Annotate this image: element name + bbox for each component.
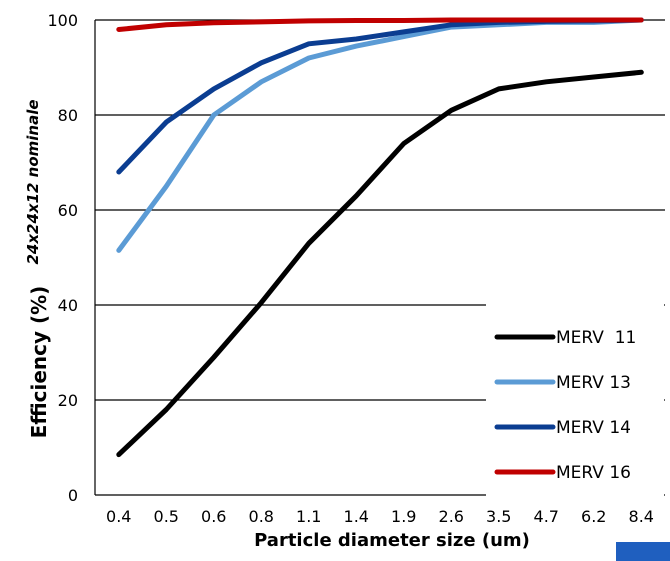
y-tick-label: 100 xyxy=(47,11,78,30)
y-tick-label: 20 xyxy=(58,391,78,410)
x-tick-label: 2.6 xyxy=(439,507,464,526)
x-tick-label: 0.4 xyxy=(106,507,131,526)
legend-label: MERV 11 xyxy=(556,328,636,348)
legend-label: MERV 13 xyxy=(556,373,631,393)
x-tick-label: 8.4 xyxy=(629,507,654,526)
y-tick-label: 0 xyxy=(68,486,78,505)
y-axis-title: Efficiency (%) xyxy=(27,286,51,439)
x-tick-label: 4.7 xyxy=(534,507,559,526)
y-tick-label: 60 xyxy=(58,201,78,220)
series-line-2 xyxy=(116,17,644,253)
x-tick-label: 1.4 xyxy=(344,507,369,526)
x-axis-title: Particle diameter size (um) xyxy=(254,530,530,551)
x-tick-label: 0.8 xyxy=(249,507,274,526)
x-tick-label: 3.5 xyxy=(486,507,511,526)
legend-box xyxy=(486,300,664,496)
side-label: 24x24x12 nominale xyxy=(24,99,42,264)
y-tick-label: 40 xyxy=(58,296,78,315)
x-tick-labels: 0.4 0.5 0.6 0.8 1.1 1.4 1.9 2.6 3.5 4.7 6.2 8.4 xyxy=(106,507,654,526)
x-tick-label: 1.1 xyxy=(296,507,321,526)
x-tick-label: 0.5 xyxy=(154,507,179,526)
series-lines xyxy=(116,17,644,458)
legend: MERV 11 MERV 13 MERV 14 MERV 16 xyxy=(486,300,664,496)
series-line-1 xyxy=(116,69,644,458)
y-tick-label: 80 xyxy=(58,106,78,125)
legend-label: MERV 14 xyxy=(556,418,631,438)
y-tick-labels: 0 20 40 60 80 100 xyxy=(47,11,78,505)
x-tick-label: 6.2 xyxy=(581,507,606,526)
legend-label: MERV 16 xyxy=(556,463,631,483)
corner-color-swatch xyxy=(616,542,670,561)
x-tick-label: 0.6 xyxy=(201,507,226,526)
x-tick-label: 1.9 xyxy=(391,507,416,526)
series-line-4 xyxy=(116,17,644,32)
